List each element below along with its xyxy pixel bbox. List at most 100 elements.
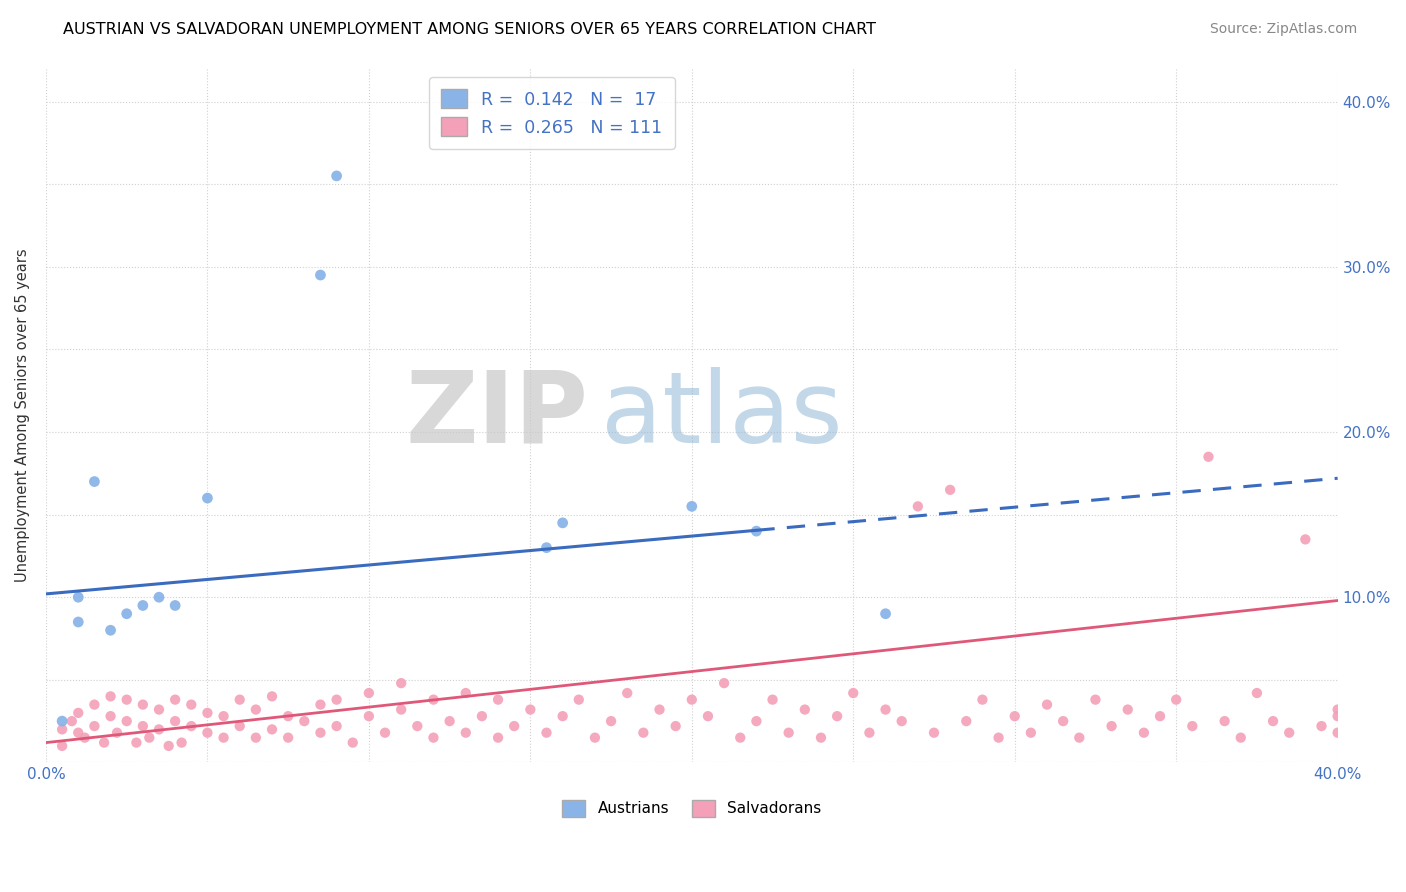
Point [245,702,267,716]
Point [681,692,703,706]
Point [890,714,912,728]
Point [1294,533,1316,547]
Point [551,709,574,723]
Point [100,709,122,723]
Point [180,698,202,712]
Point [778,725,800,739]
Point [875,702,897,716]
Point [1084,692,1107,706]
Point [987,731,1010,745]
Point [132,599,155,613]
Y-axis label: Unemployment Among Seniors over 65 years: Unemployment Among Seniors over 65 years [15,249,30,582]
Point [972,692,994,706]
Point [132,698,155,712]
Point [875,607,897,621]
Point [810,731,832,745]
Point [1213,714,1236,728]
Point [1229,731,1251,745]
Point [486,692,509,706]
Point [309,268,332,282]
Point [1133,725,1156,739]
Point [100,690,122,704]
Text: ZIP: ZIP [405,367,589,464]
Point [745,524,768,538]
Point [67,615,90,629]
Point [422,731,444,745]
Point [761,692,783,706]
Point [389,702,412,716]
Point [1019,725,1042,739]
Point [309,698,332,712]
Point [1181,719,1204,733]
Point [212,731,235,745]
Point [325,169,347,183]
Point [568,692,591,706]
Point [83,475,105,489]
Point [389,676,412,690]
Point [681,500,703,514]
Point [1278,725,1301,739]
Text: Source: ZipAtlas.com: Source: ZipAtlas.com [1209,22,1357,37]
Point [406,719,429,733]
Point [228,692,250,706]
Point [51,714,73,728]
Point [277,709,299,723]
Point [1261,714,1284,728]
Point [1198,450,1220,464]
Point [132,719,155,733]
Point [357,709,380,723]
Point [616,686,638,700]
Point [115,692,138,706]
Point [454,725,477,739]
Point [157,739,180,753]
Point [665,719,688,733]
Point [83,698,105,712]
Point [357,686,380,700]
Point [1036,698,1059,712]
Point [1310,719,1333,733]
Point [1116,702,1139,716]
Text: AUSTRIAN VS SALVADORAN UNEMPLOYMENT AMONG SENIORS OVER 65 YEARS CORRELATION CHAR: AUSTRIAN VS SALVADORAN UNEMPLOYMENT AMON… [63,22,876,37]
Point [165,692,187,706]
Point [67,706,90,720]
Point [228,719,250,733]
Point [471,709,494,723]
Point [148,723,170,737]
Point [536,541,558,555]
Point [148,591,170,605]
Point [1149,709,1171,723]
Point [170,736,193,750]
Point [180,719,202,733]
Point [51,739,73,753]
Point [83,719,105,733]
Point [1326,725,1348,739]
Point [260,690,283,704]
Point [519,702,541,716]
Point [165,714,187,728]
Point [309,725,332,739]
Point [1069,731,1091,745]
Point [633,725,655,739]
Point [1052,714,1074,728]
Point [1166,692,1188,706]
Point [138,731,160,745]
Point [745,714,768,728]
Point [197,725,219,739]
Point [439,714,461,728]
Point [292,714,315,728]
Point [60,714,83,728]
Point [115,714,138,728]
Point [1326,709,1348,723]
Point [1246,686,1268,700]
Point [325,719,347,733]
Point [907,500,929,514]
Point [325,692,347,706]
Point [245,731,267,745]
Point [728,731,751,745]
Point [1101,719,1123,733]
Point [1326,702,1348,716]
Point [212,709,235,723]
Point [1004,709,1026,723]
Point [51,723,73,737]
Point [342,736,364,750]
